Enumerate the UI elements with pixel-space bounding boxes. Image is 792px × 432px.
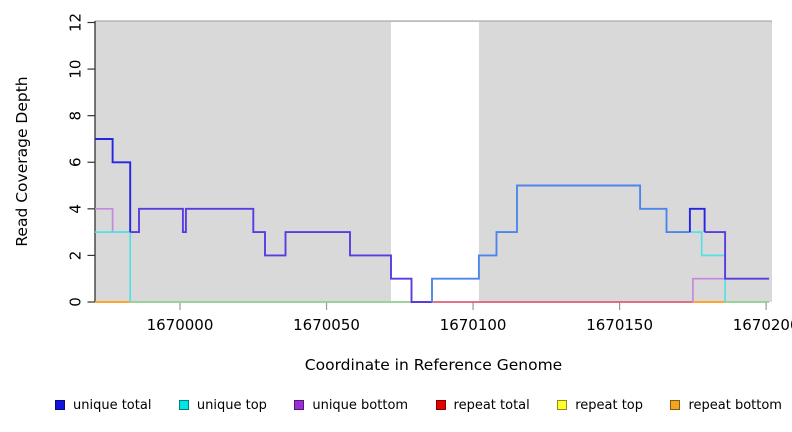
- y-axis-label: Read Coverage Depth: [13, 76, 31, 246]
- y-tick-label: 2: [67, 251, 85, 261]
- legend-label: repeat top: [575, 397, 643, 413]
- highlight-band: [391, 22, 479, 302]
- legend-swatch-icon: [178, 400, 189, 410]
- x-tick-label: 1670100: [440, 316, 507, 334]
- y-tick-label: 10: [67, 60, 85, 79]
- y-tick-label: 4: [67, 204, 85, 214]
- legend: unique total unique top unique bottom repea…: [55, 395, 782, 415]
- legend-item: repeat bottom: [670, 398, 782, 413]
- x-tick-label: 1670000: [147, 316, 214, 334]
- x-tick-label: 1670200: [733, 316, 792, 334]
- series-unique-total-right-rise: [431, 184, 690, 302]
- legend-swatch-icon: [435, 400, 446, 410]
- x-tick-label: 1670050: [293, 316, 360, 334]
- legend-item: repeat total: [435, 397, 530, 413]
- x-tick-label: 1670150: [586, 316, 653, 334]
- legend-swatch-icon: [55, 400, 65, 410]
- y-tick-label: 0: [67, 297, 85, 307]
- y-tick-label: 12: [67, 13, 85, 32]
- series-unique-total-right-end: [704, 231, 770, 280]
- legend-label: repeat total: [453, 397, 530, 413]
- y-tick-label: 6: [67, 157, 85, 167]
- legend-item: unique top: [178, 397, 267, 413]
- legend-label: unique total: [73, 397, 152, 413]
- series-unique-bottom-right: [692, 277, 726, 302]
- legend-swatch-icon: [557, 400, 568, 410]
- legend-item: unique total: [55, 398, 151, 413]
- legend-item: unique bottom: [294, 398, 408, 413]
- x-axis-label: Coordinate in Reference Genome: [305, 356, 562, 374]
- legend-label: unique bottom: [312, 397, 409, 413]
- series-unique-total-spike: [688, 207, 706, 233]
- series-unique-total-left: [95, 138, 132, 233]
- legend-label: unique top: [196, 397, 267, 413]
- legend-swatch-icon: [670, 400, 681, 410]
- y-tick-label: 8: [67, 111, 85, 121]
- legend-item: repeat top: [557, 398, 643, 413]
- coverage-plot: 0 2 4 6 8 10 12 1670000 1670050 1670100 1670150 167…: [13, 13, 792, 374]
- series-unique-total-mid: [130, 207, 432, 303]
- legend-label: repeat bottom: [688, 397, 782, 413]
- legend-swatch-icon: [294, 400, 305, 410]
